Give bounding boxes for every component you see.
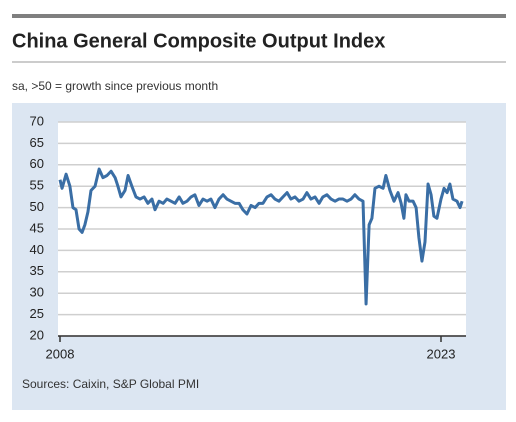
y-tick-label: 35 [30, 263, 44, 278]
y-tick-label: 70 [30, 113, 44, 128]
chart-title: China General Composite Output Index [12, 30, 385, 52]
y-tick-label: 55 [30, 178, 44, 193]
subtitle: sa, >50 = growth since previous month [12, 79, 218, 93]
line [58, 167, 464, 306]
y-tick-label: 60 [30, 156, 44, 171]
y-tick-label: 40 [30, 242, 44, 257]
top-rule [12, 14, 506, 18]
x-tick-label: 2008 [46, 346, 75, 361]
x-tick-label: 2023 [427, 346, 456, 361]
y-tick-label: 65 [30, 135, 44, 150]
y-tick-label: 50 [30, 199, 44, 214]
y-tick-label: 20 [30, 327, 44, 342]
y-tick-label: 25 [30, 306, 44, 321]
source: Sources: Caixin, S&P Global PMI [22, 377, 199, 391]
y-tick-label: 45 [30, 220, 44, 235]
y-tick-label: 30 [30, 285, 44, 300]
